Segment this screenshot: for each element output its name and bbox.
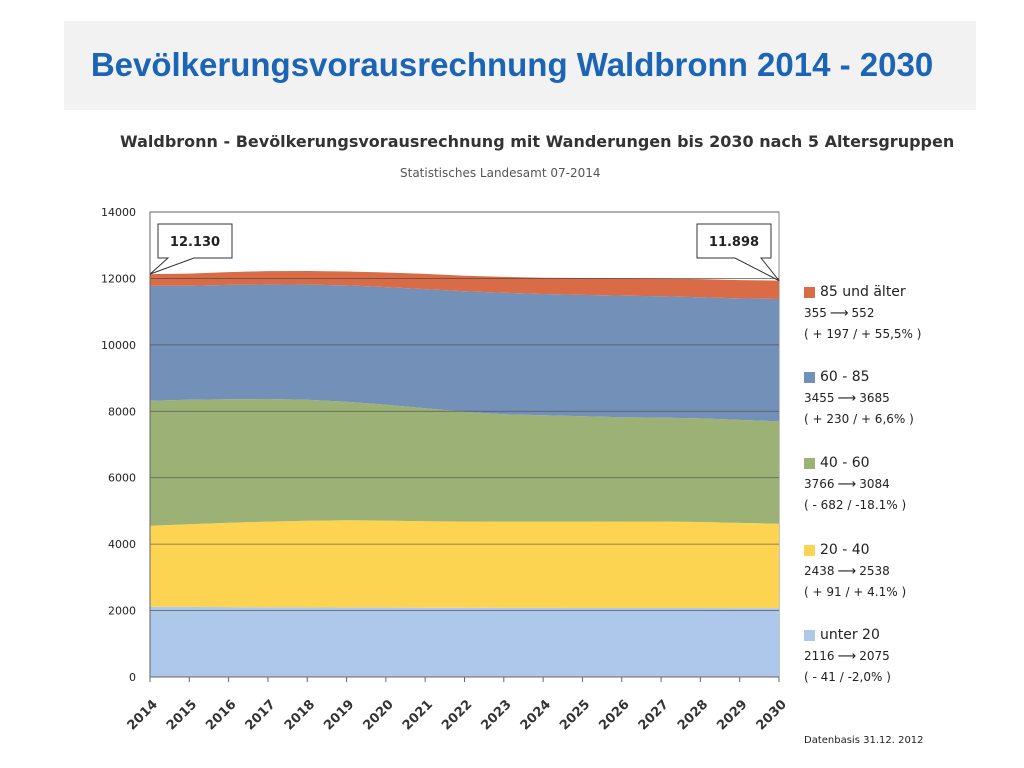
- annotation-callout: [149, 223, 233, 275]
- arrow-right-icon: ⟶: [837, 564, 857, 579]
- x-tick-label: 2030: [754, 697, 790, 733]
- chart-title: Waldbronn - Bevölkerungsvorausrechnung m…: [120, 132, 955, 151]
- arrow-right-icon: ⟶: [837, 477, 857, 492]
- x-tick-label: 2027: [636, 697, 672, 733]
- legend-delta: ( + 230 / + 6,6% ): [804, 412, 914, 426]
- x-tick-label: 2022: [439, 697, 475, 733]
- legend-delta: ( + 91 / + 4.1% ): [804, 585, 907, 599]
- y-tick-label: 10000: [101, 339, 136, 352]
- area-series-85-und-lter: [150, 271, 779, 299]
- arrow-right-icon: ⟶: [837, 649, 857, 664]
- legend-delta: ( - 682 / -18.1% ): [804, 498, 907, 512]
- legend-from-value: 3766: [804, 477, 835, 491]
- legend-swatch: [804, 458, 815, 469]
- legend-delta: ( + 197 / + 55,5% ): [804, 327, 922, 341]
- legend-label: 40 - 60: [820, 455, 870, 471]
- legend-label: 20 - 40: [820, 542, 870, 558]
- x-tick-label: 2014: [125, 697, 161, 733]
- area-series-40-60: [150, 399, 779, 526]
- y-tick-label: 0: [129, 671, 136, 684]
- legend-change: 3455 ⟶ 3685: [804, 391, 890, 406]
- legend-from-value: 2116: [804, 649, 835, 663]
- legend-swatch: [804, 372, 815, 383]
- x-tick-label: 2015: [164, 697, 200, 733]
- y-tick-label: 12000: [101, 272, 136, 285]
- area-series-20-40: [150, 520, 779, 609]
- x-tick-label: 2020: [361, 697, 397, 733]
- annotation-label: 12.130: [170, 235, 220, 250]
- x-tick-label: 2025: [557, 697, 593, 733]
- y-tick-label: 2000: [108, 605, 136, 618]
- legend-delta: ( - 41 / -2,0% ): [804, 670, 891, 684]
- x-tick-label: 2019: [321, 697, 357, 733]
- legend-change: 2438 ⟶ 2538: [804, 564, 890, 579]
- legend-to-value: 2538: [859, 564, 890, 578]
- footnote: Datenbasis 31.12. 2012: [804, 735, 924, 746]
- legend-change: 2116 ⟶ 2075: [804, 649, 890, 664]
- arrow-right-icon: ⟶: [837, 391, 857, 406]
- legend-label: 85 und älter: [820, 284, 906, 300]
- annotation-label: 11.898: [709, 235, 759, 250]
- legend-from-value: 3455: [804, 391, 835, 405]
- legend-change: 3766 ⟶ 3084: [804, 477, 890, 492]
- x-tick-label: 2026: [596, 697, 632, 733]
- annotation-callout: [696, 223, 780, 282]
- x-tick-label: 2028: [675, 697, 711, 733]
- area-series-60-85: [150, 284, 779, 422]
- legend-from-value: 355: [804, 306, 827, 320]
- area-series-unter-20: [150, 606, 779, 677]
- legend-label: unter 20: [820, 627, 880, 643]
- legend-to-value: 3685: [859, 391, 890, 405]
- slide-title: Bevölkerungsvorausrechnung Waldbronn 201…: [90, 46, 934, 83]
- legend-swatch: [804, 287, 815, 298]
- arrow-right-icon: ⟶: [829, 306, 849, 321]
- chart-subtitle: Statistisches Landesamt 07-2014: [400, 166, 601, 180]
- legend-label: 60 - 85: [820, 369, 870, 385]
- x-tick-label: 2021: [400, 697, 436, 733]
- y-tick-label: 14000: [101, 206, 136, 219]
- legend-to-value: 552: [851, 306, 875, 320]
- legend-from-value: 2438: [804, 564, 835, 578]
- legend-to-value: 3084: [859, 477, 890, 491]
- x-tick-label: 2024: [518, 697, 554, 733]
- y-tick-label: 8000: [108, 405, 136, 418]
- x-tick-label: 2029: [714, 697, 750, 733]
- legend-to-value: 2075: [859, 649, 890, 663]
- legend-swatch: [804, 630, 815, 641]
- slide-header: [64, 21, 976, 110]
- legend-swatch: [804, 545, 815, 556]
- y-tick-label: 6000: [108, 472, 136, 485]
- x-tick-label: 2017: [243, 697, 279, 733]
- y-tick-label: 4000: [108, 538, 136, 551]
- x-tick-label: 2016: [203, 697, 239, 733]
- legend-change: 355 ⟶ 552: [804, 306, 874, 321]
- x-tick-label: 2018: [282, 697, 318, 733]
- x-tick-label: 2023: [478, 697, 514, 733]
